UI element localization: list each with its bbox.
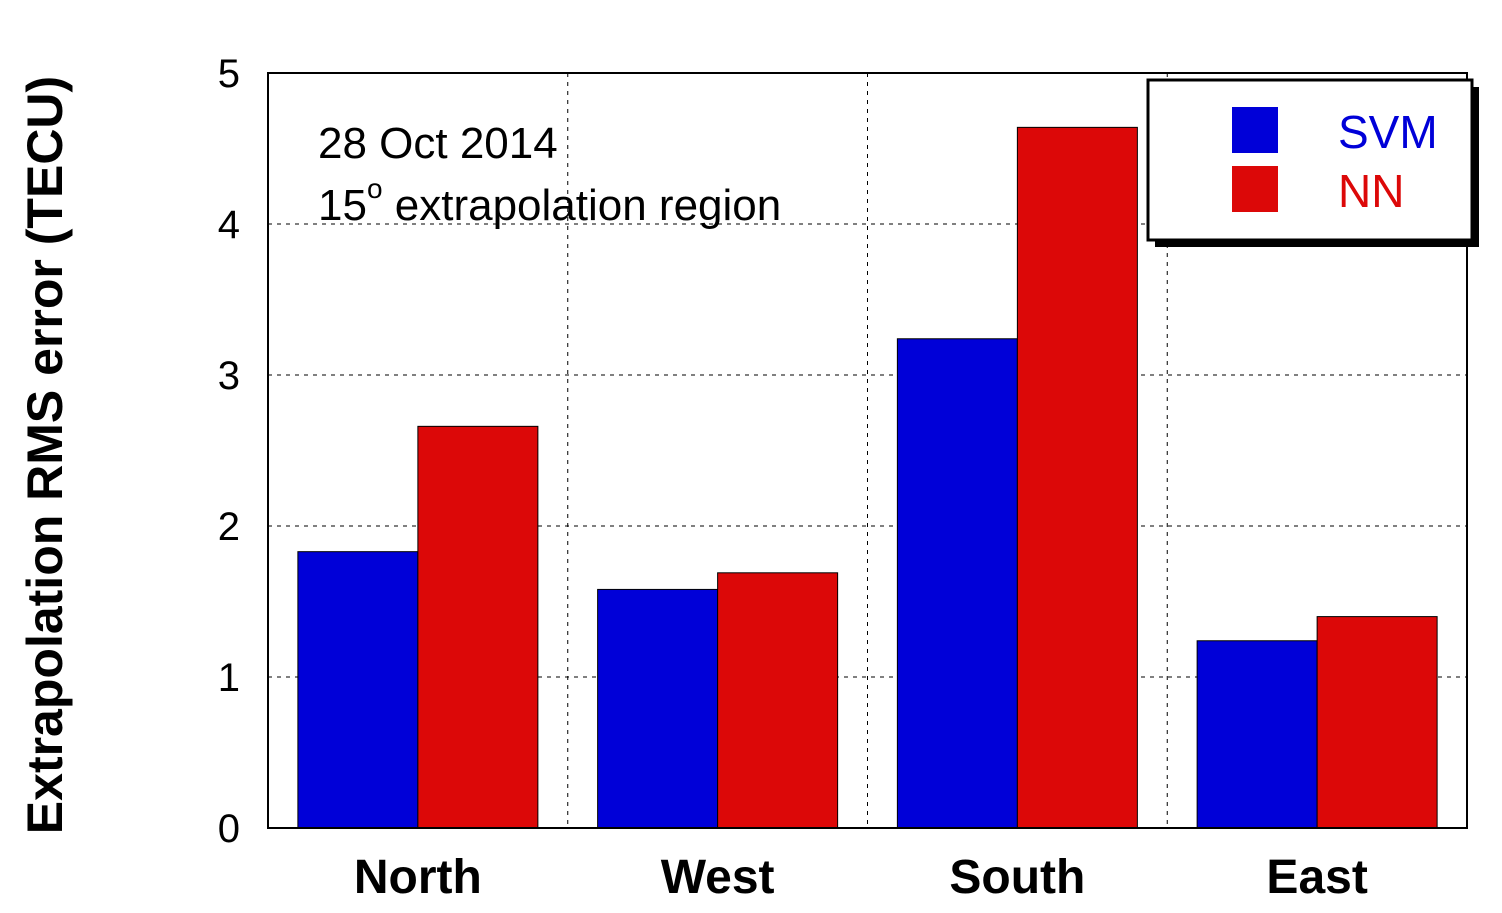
y-tick-label: 2 <box>218 505 240 549</box>
bar-nn-west <box>717 572 839 829</box>
x-tick-label: North <box>354 851 482 904</box>
y-tick-label: 3 <box>218 354 240 398</box>
legend-label-svm: SVM <box>1338 106 1438 158</box>
annotation-region: 15o extrapolation region <box>318 173 781 230</box>
legend-swatch-svm <box>1232 107 1278 153</box>
y-tick-label: 4 <box>218 203 240 247</box>
x-tick-label: West <box>661 851 775 904</box>
annotation-date: 28 Oct 2014 <box>318 119 558 168</box>
y-axis-label: Extrapolation RMS error (TECU) <box>17 76 73 834</box>
bar-svm-east <box>1196 640 1318 829</box>
bar-nn-south <box>1016 126 1138 829</box>
bar-nn-north <box>417 425 539 829</box>
x-tick-label: East <box>1266 851 1367 904</box>
y-tick-label: 5 <box>218 52 240 96</box>
legend: SVM NN <box>1146 78 1479 247</box>
bar-nn-east <box>1316 616 1438 829</box>
legend-swatch-nn <box>1232 166 1278 212</box>
y-tick-label: 0 <box>218 807 240 851</box>
legend-label-nn: NN <box>1338 165 1404 217</box>
bars <box>297 126 1438 829</box>
bar-svm-west <box>597 588 719 829</box>
y-tick-label: 1 <box>218 656 240 700</box>
bar-svm-south <box>896 338 1018 829</box>
x-ticks: North West South East <box>354 851 1368 904</box>
bar-svm-north <box>297 551 419 829</box>
x-tick-label: South <box>949 851 1085 904</box>
y-ticks: 0 1 2 3 4 5 <box>218 52 240 851</box>
plot-frame <box>267 72 1468 829</box>
